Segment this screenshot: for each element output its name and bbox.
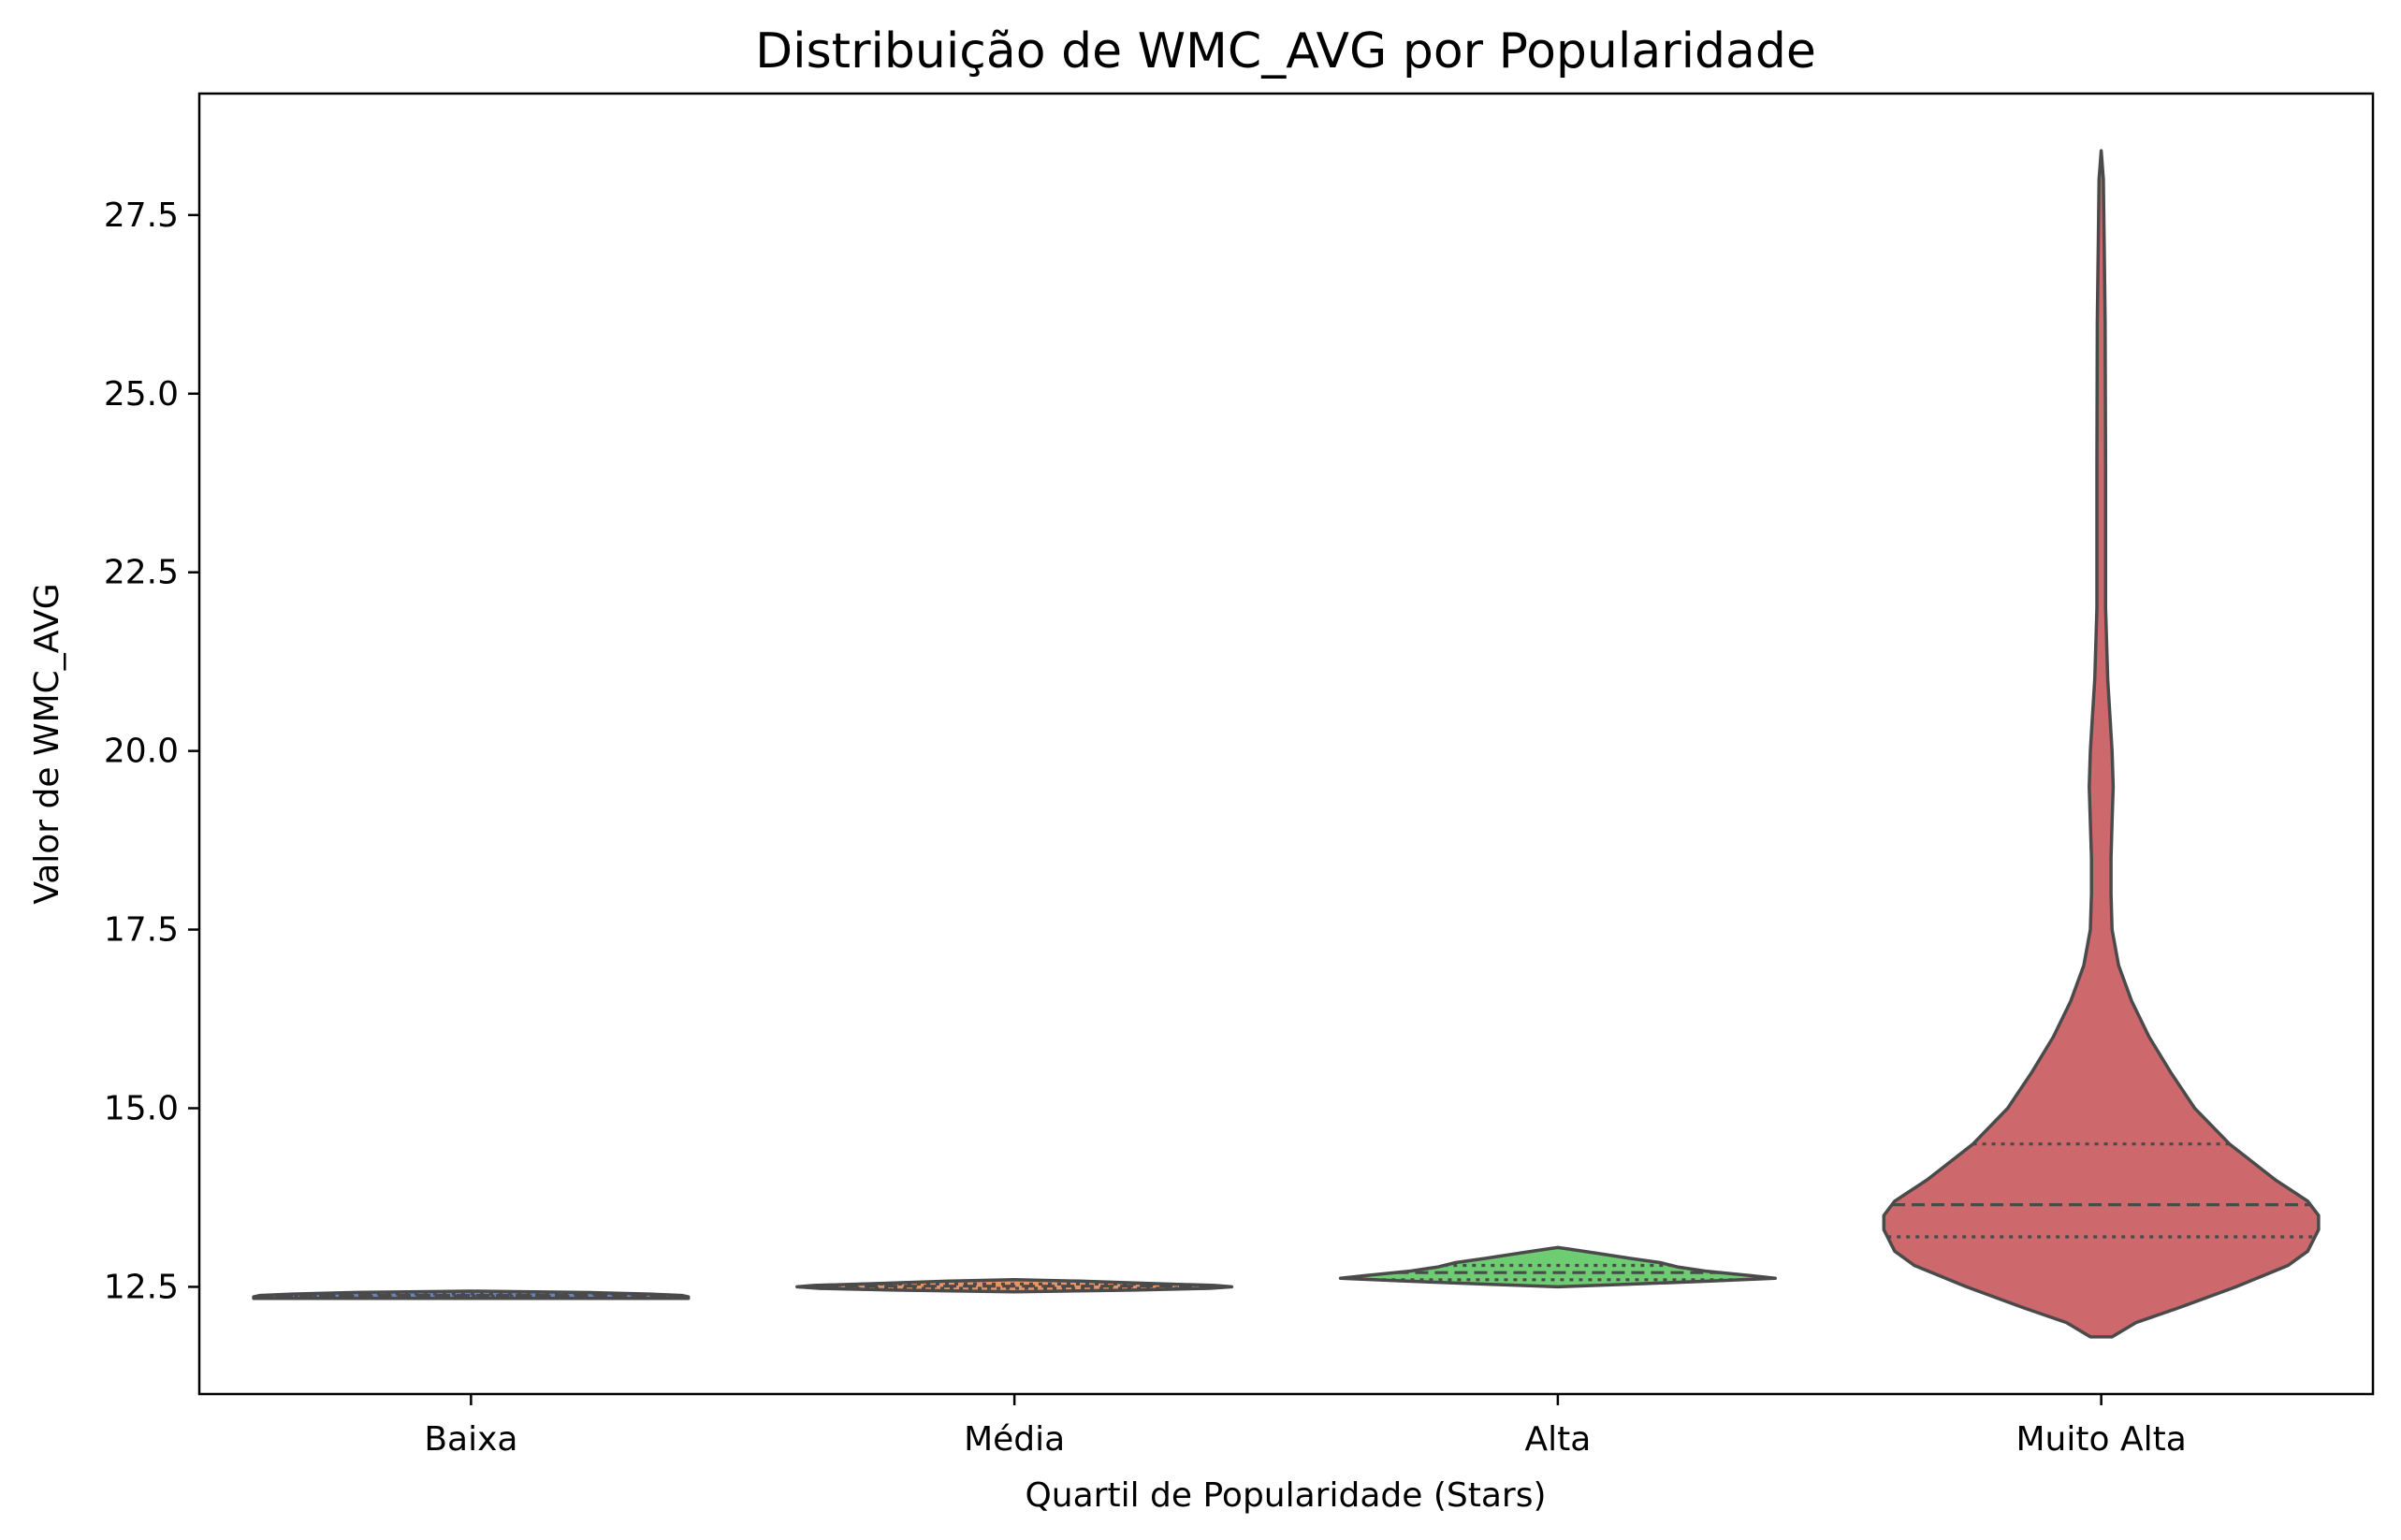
violin-muito-alta (1882, 149, 2321, 1339)
x-axis-ticks: Baixa Média Alta Muito Alta (424, 1394, 2187, 1459)
x-tick-label: Alta (1524, 1420, 1591, 1459)
y-axis-ticks: 12.5 15.0 17.5 20.0 22.5 25.0 27.5 (104, 196, 199, 1306)
y-tick-label: 22.5 (104, 554, 179, 592)
violin-group (252, 149, 2321, 1339)
x-tick-label: Baixa (424, 1420, 517, 1459)
x-tick-label: Muito Alta (2015, 1420, 2186, 1459)
y-tick-label: 15.0 (104, 1090, 179, 1128)
y-tick-label: 27.5 (104, 196, 179, 235)
y-axis-label: Valor de WMC_AVG (28, 583, 66, 904)
y-tick-label: 20.0 (104, 733, 179, 771)
violin-alta (1338, 1245, 1777, 1289)
x-axis-label: Quartil de Popularidade (Stars) (1025, 1476, 1546, 1515)
y-tick-label: 12.5 (104, 1268, 179, 1306)
chart-title: Distribuição de WMC_AVG por Popularidade (755, 23, 1816, 80)
x-tick-label: Média (964, 1420, 1065, 1459)
y-tick-label: 25.0 (104, 375, 179, 414)
y-tick-label: 17.5 (104, 911, 179, 950)
plot-frame (197, 92, 2375, 1396)
